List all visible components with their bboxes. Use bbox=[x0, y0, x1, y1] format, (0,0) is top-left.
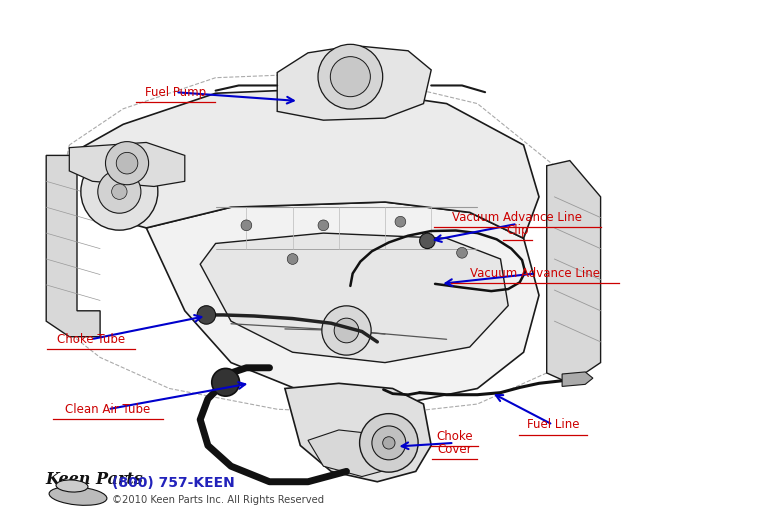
Polygon shape bbox=[285, 383, 431, 482]
Text: Choke: Choke bbox=[436, 430, 473, 443]
Polygon shape bbox=[146, 202, 539, 404]
Text: Clip: Clip bbox=[506, 224, 529, 237]
Text: Keen Parts: Keen Parts bbox=[45, 471, 142, 488]
Circle shape bbox=[197, 306, 216, 324]
Circle shape bbox=[81, 153, 158, 230]
Circle shape bbox=[212, 368, 239, 396]
Text: ©2010 Keen Parts Inc. All Rights Reserved: ©2010 Keen Parts Inc. All Rights Reserve… bbox=[112, 495, 324, 505]
Circle shape bbox=[420, 233, 435, 249]
Text: Fuel Line: Fuel Line bbox=[527, 418, 579, 431]
Circle shape bbox=[318, 220, 329, 231]
Polygon shape bbox=[46, 155, 100, 337]
Text: Choke Tube: Choke Tube bbox=[57, 333, 125, 346]
Polygon shape bbox=[562, 372, 593, 386]
Text: Fuel Pump: Fuel Pump bbox=[145, 85, 206, 99]
Circle shape bbox=[372, 426, 406, 460]
Polygon shape bbox=[277, 46, 431, 120]
Text: Vacuum Advance Line: Vacuum Advance Line bbox=[453, 211, 582, 224]
Polygon shape bbox=[69, 142, 185, 186]
Circle shape bbox=[105, 141, 149, 185]
Text: Clean Air Tube: Clean Air Tube bbox=[65, 402, 150, 416]
Circle shape bbox=[112, 184, 127, 199]
Circle shape bbox=[395, 217, 406, 227]
Circle shape bbox=[360, 414, 418, 472]
Ellipse shape bbox=[49, 487, 107, 506]
Circle shape bbox=[116, 152, 138, 174]
Circle shape bbox=[383, 437, 395, 449]
Circle shape bbox=[334, 318, 359, 343]
Polygon shape bbox=[77, 88, 539, 238]
Polygon shape bbox=[308, 430, 408, 477]
Circle shape bbox=[330, 56, 370, 97]
Circle shape bbox=[457, 248, 467, 258]
Circle shape bbox=[322, 306, 371, 355]
Circle shape bbox=[241, 220, 252, 231]
Circle shape bbox=[287, 254, 298, 264]
Polygon shape bbox=[200, 233, 508, 363]
Circle shape bbox=[318, 45, 383, 109]
Text: Vacuum Advance Line: Vacuum Advance Line bbox=[470, 267, 600, 280]
Text: Cover: Cover bbox=[437, 443, 471, 456]
Circle shape bbox=[98, 170, 141, 213]
Polygon shape bbox=[547, 161, 601, 383]
Ellipse shape bbox=[56, 480, 88, 492]
Text: (800) 757-KEEN: (800) 757-KEEN bbox=[112, 476, 235, 490]
